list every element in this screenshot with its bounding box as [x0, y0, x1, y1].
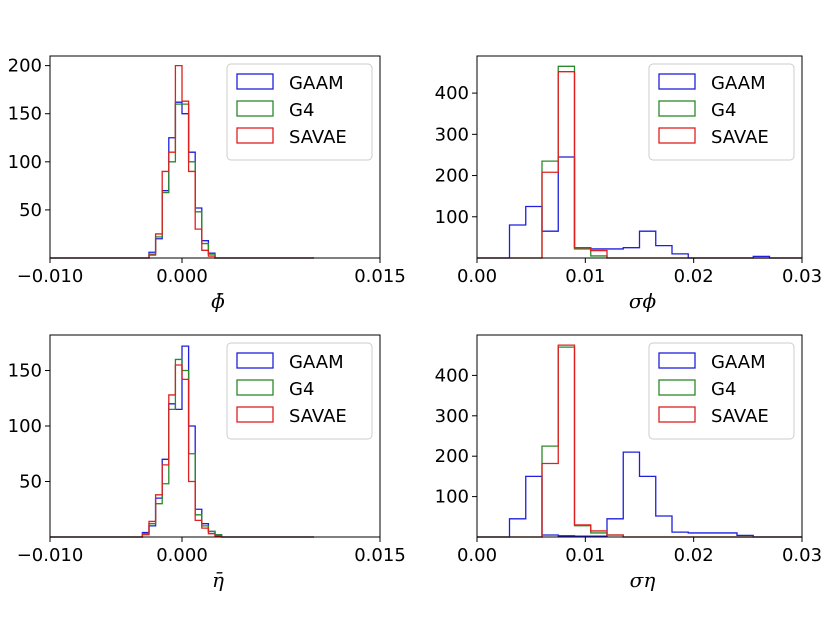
y-tick-label: 200 — [8, 56, 42, 77]
legend-swatch-g4 — [236, 100, 274, 117]
x-tick-label: 0.00 — [457, 545, 497, 566]
legend-swatch-gaam — [236, 352, 274, 369]
legend-label-gaam: GAAM — [711, 73, 766, 94]
legend-swatch-savae — [658, 127, 696, 144]
y-tick-label: 400 — [435, 83, 469, 104]
x-tick-label: 0.000 — [156, 545, 208, 566]
legend-swatch-g4 — [658, 379, 696, 396]
x-axis-label: ϕ̄ — [211, 289, 225, 313]
x-axis-label: σϕ — [629, 289, 657, 313]
legend-swatch-gaam — [658, 352, 696, 369]
legend-frame — [648, 63, 795, 161]
x-tick-label: 0.000 — [156, 266, 208, 287]
legend-label-g4: G4 — [289, 100, 314, 121]
x-tick-label: 0.03 — [782, 545, 822, 566]
series-savae-histogram — [50, 364, 314, 538]
legend: GAAM G4 SAVAE — [226, 63, 373, 161]
legend-label-savae: SAVAE — [711, 127, 769, 148]
axes-frame — [476, 55, 803, 259]
axes-frame — [49, 334, 381, 538]
y-tick-label: 300 — [435, 124, 469, 145]
legend: GAAM G4 SAVAE — [648, 63, 795, 161]
chart-panel-phi-sigma: 0.00 0.01 0.02 0.03 100 200 300 400 σϕ GAAM G4 SAVA… — [435, 55, 822, 313]
legend: GAAM G4 SAVAE — [648, 342, 795, 440]
x-tick-label: 0.015 — [354, 266, 406, 287]
y-tick-label: 200 — [435, 166, 469, 187]
axes-frame — [49, 55, 381, 259]
x-tick-label: −0.010 — [17, 545, 84, 566]
x-tick-label: 0.01 — [565, 545, 605, 566]
y-tick-label: 50 — [19, 200, 42, 221]
x-axis-label: ση — [630, 568, 656, 592]
axes-frame — [476, 334, 803, 538]
y-tick-label: 100 — [8, 152, 42, 173]
legend-swatch-gaam — [236, 73, 274, 90]
legend-frame — [226, 63, 373, 161]
legend-label-savae: SAVAE — [711, 406, 769, 427]
legend-label-savae: SAVAE — [289, 127, 347, 148]
legend-label-g4: G4 — [711, 100, 736, 121]
legend-label-g4: G4 — [711, 379, 736, 400]
legend-label-g4: G4 — [289, 379, 314, 400]
chart-panel-eta-mean: −0.010 0.000 0.015 50 100 150 η̄ GAAM G4 SAVAE — [8, 334, 406, 592]
legend-swatch-g4 — [658, 100, 696, 117]
legend-label-gaam: GAAM — [711, 352, 766, 373]
legend-swatch-g4 — [236, 379, 274, 396]
chart-panel-eta-sigma: 0.00 0.01 0.02 0.03 100 200 300 400 ση GAAM G4 SAVA… — [435, 334, 822, 592]
legend-label-savae: SAVAE — [289, 406, 347, 427]
legend-swatch-savae — [236, 127, 274, 144]
series-savae-histogram — [50, 64, 314, 259]
x-tick-label: 0.02 — [674, 266, 714, 287]
x-tick-label: 0.02 — [674, 545, 714, 566]
legend-frame — [226, 342, 373, 440]
y-tick-label: 100 — [435, 207, 469, 228]
y-tick-label: 50 — [19, 472, 42, 493]
y-tick-label: 300 — [435, 406, 469, 427]
y-tick-label: 200 — [435, 446, 469, 467]
x-tick-label: −0.010 — [17, 266, 84, 287]
x-tick-label: 0.015 — [354, 545, 406, 566]
y-tick-label: 150 — [8, 104, 42, 125]
y-tick-label: 150 — [8, 361, 42, 382]
x-tick-label: 0.03 — [782, 266, 822, 287]
y-tick-label: 400 — [435, 365, 469, 386]
legend-swatch-gaam — [658, 73, 696, 90]
chart-panel-phi-mean: −0.010 0.000 0.015 50 100 150 200 ϕ̄ GAAM G4 SAVAE — [8, 55, 406, 313]
legend-label-gaam: GAAM — [289, 352, 344, 373]
y-tick-label: 100 — [435, 487, 469, 508]
legend-frame — [648, 342, 795, 440]
x-tick-label: 0.01 — [565, 266, 605, 287]
x-tick-label: 0.00 — [457, 266, 497, 287]
legend-label-gaam: GAAM — [289, 73, 344, 94]
legend: GAAM G4 SAVAE — [226, 342, 373, 440]
legend-swatch-savae — [236, 406, 274, 423]
series-gaam-histogram — [477, 451, 802, 538]
x-axis-label: η̄ — [212, 568, 224, 592]
legend-swatch-savae — [658, 406, 696, 423]
series-gaam-histogram — [477, 156, 802, 259]
y-tick-label: 100 — [8, 416, 42, 437]
